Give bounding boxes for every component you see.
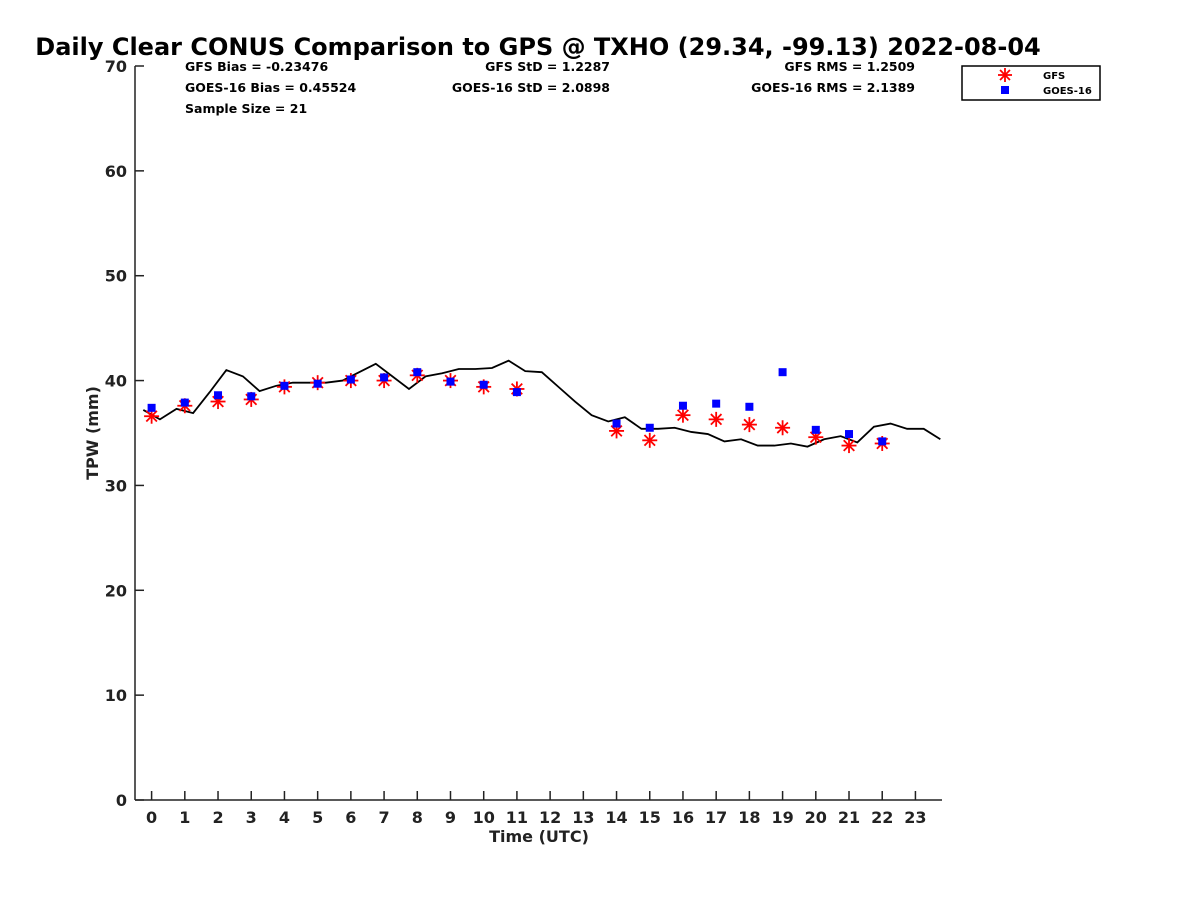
x-tick-label: 23 bbox=[904, 808, 926, 827]
goes-std-stat: GOES-16 StD = 2.0898 bbox=[452, 80, 610, 95]
gps-series-line bbox=[142, 359, 941, 448]
legend-box bbox=[961, 65, 1101, 101]
x-tick-label: 14 bbox=[605, 808, 627, 827]
goes-16-point bbox=[678, 401, 687, 410]
x-tick-label: 1 bbox=[179, 808, 190, 827]
goes-16-point bbox=[845, 430, 854, 439]
x-tick-label: 7 bbox=[379, 808, 390, 827]
goes-16-point bbox=[645, 423, 654, 432]
sample-size-stat: Sample Size = 21 bbox=[185, 101, 307, 116]
goes-16-point bbox=[346, 375, 355, 384]
goes-16-point bbox=[380, 373, 389, 382]
goes-16-point bbox=[479, 380, 488, 389]
goes-bias-stat: GOES-16 Bias = 0.45524 bbox=[185, 80, 356, 95]
x-tick-label: 20 bbox=[805, 808, 827, 827]
x-tick-label: 19 bbox=[771, 808, 793, 827]
chart-title: Daily Clear CONUS Comparison to GPS @ TX… bbox=[35, 33, 1040, 61]
goes-16-point bbox=[512, 388, 521, 397]
legend-goes-label: GOES-16 bbox=[1043, 86, 1092, 97]
x-tick-label: 3 bbox=[246, 808, 257, 827]
legend: GFS GOES-16 bbox=[961, 65, 1101, 101]
gfs-bias-stat: GFS Bias = -0.23476 bbox=[185, 59, 328, 74]
goes-16-point bbox=[811, 425, 820, 434]
gfs-point bbox=[144, 408, 160, 424]
goes-16-point bbox=[247, 392, 256, 401]
y-tick-label: 40 bbox=[105, 372, 127, 391]
x-tick-label: 17 bbox=[705, 808, 727, 827]
gfs-rms-stat: GFS RMS = 1.2509 bbox=[784, 59, 915, 74]
y-tick-label: 50 bbox=[105, 267, 127, 286]
goes-16-point bbox=[612, 419, 621, 428]
x-tick-label: 6 bbox=[345, 808, 356, 827]
x-tick-label: 10 bbox=[473, 808, 495, 827]
y-axis-label: TPW (mm) bbox=[83, 386, 102, 480]
y-tick-label: 0 bbox=[116, 791, 127, 810]
x-tick-label: 22 bbox=[871, 808, 893, 827]
legend-goes-marker bbox=[1001, 86, 1009, 94]
goes-16-point bbox=[413, 368, 422, 377]
x-tick-label: 9 bbox=[445, 808, 456, 827]
goes-16-point bbox=[878, 437, 887, 446]
x-tick-label: 2 bbox=[212, 808, 223, 827]
goes-16-point bbox=[313, 379, 322, 388]
legend-gfs-marker bbox=[998, 68, 1012, 82]
y-tick-label: 20 bbox=[105, 581, 127, 600]
x-tick-label: 21 bbox=[838, 808, 860, 827]
gfs-point bbox=[741, 417, 757, 433]
gfs-point bbox=[675, 407, 691, 423]
goes-rms-stat: GOES-16 RMS = 2.1389 bbox=[751, 80, 915, 95]
x-tick-label: 18 bbox=[738, 808, 760, 827]
stats-panel: GFS Bias = -0.23476 GOES-16 Bias = 0.455… bbox=[185, 59, 915, 116]
goes-16-point bbox=[214, 391, 223, 400]
goes-16-point bbox=[280, 381, 289, 390]
goes-16-point bbox=[745, 402, 754, 411]
y-tick-label: 60 bbox=[105, 162, 127, 181]
x-tick-label: 0 bbox=[146, 808, 157, 827]
gfs-point bbox=[775, 420, 791, 436]
y-tick-label: 70 bbox=[105, 57, 127, 76]
y-tick-label: 30 bbox=[105, 476, 127, 495]
goes-16-point bbox=[147, 403, 156, 412]
x-tick-label: 15 bbox=[639, 808, 661, 827]
goes-16-point bbox=[712, 399, 721, 408]
x-tick-label: 5 bbox=[312, 808, 323, 827]
gfs-point bbox=[708, 411, 724, 427]
goes-16-point bbox=[446, 377, 455, 386]
x-tick-label: 13 bbox=[572, 808, 594, 827]
gfs-point bbox=[642, 432, 658, 448]
y-tick-label: 10 bbox=[105, 686, 127, 705]
x-axis-label: Time (UTC) bbox=[489, 827, 589, 846]
x-tick-label: 8 bbox=[412, 808, 423, 827]
gfs-std-stat: GFS StD = 1.2287 bbox=[485, 59, 610, 74]
x-tick-label: 16 bbox=[672, 808, 694, 827]
x-tick-label: 11 bbox=[506, 808, 528, 827]
goes-16-point bbox=[180, 398, 189, 407]
x-tick-label: 4 bbox=[279, 808, 290, 827]
goes-16-point bbox=[778, 368, 787, 377]
gfs-point bbox=[841, 438, 857, 454]
legend-gfs-asterisk bbox=[998, 68, 1012, 82]
x-tick-label: 12 bbox=[539, 808, 561, 827]
legend-gfs-label: GFS bbox=[1043, 71, 1065, 82]
